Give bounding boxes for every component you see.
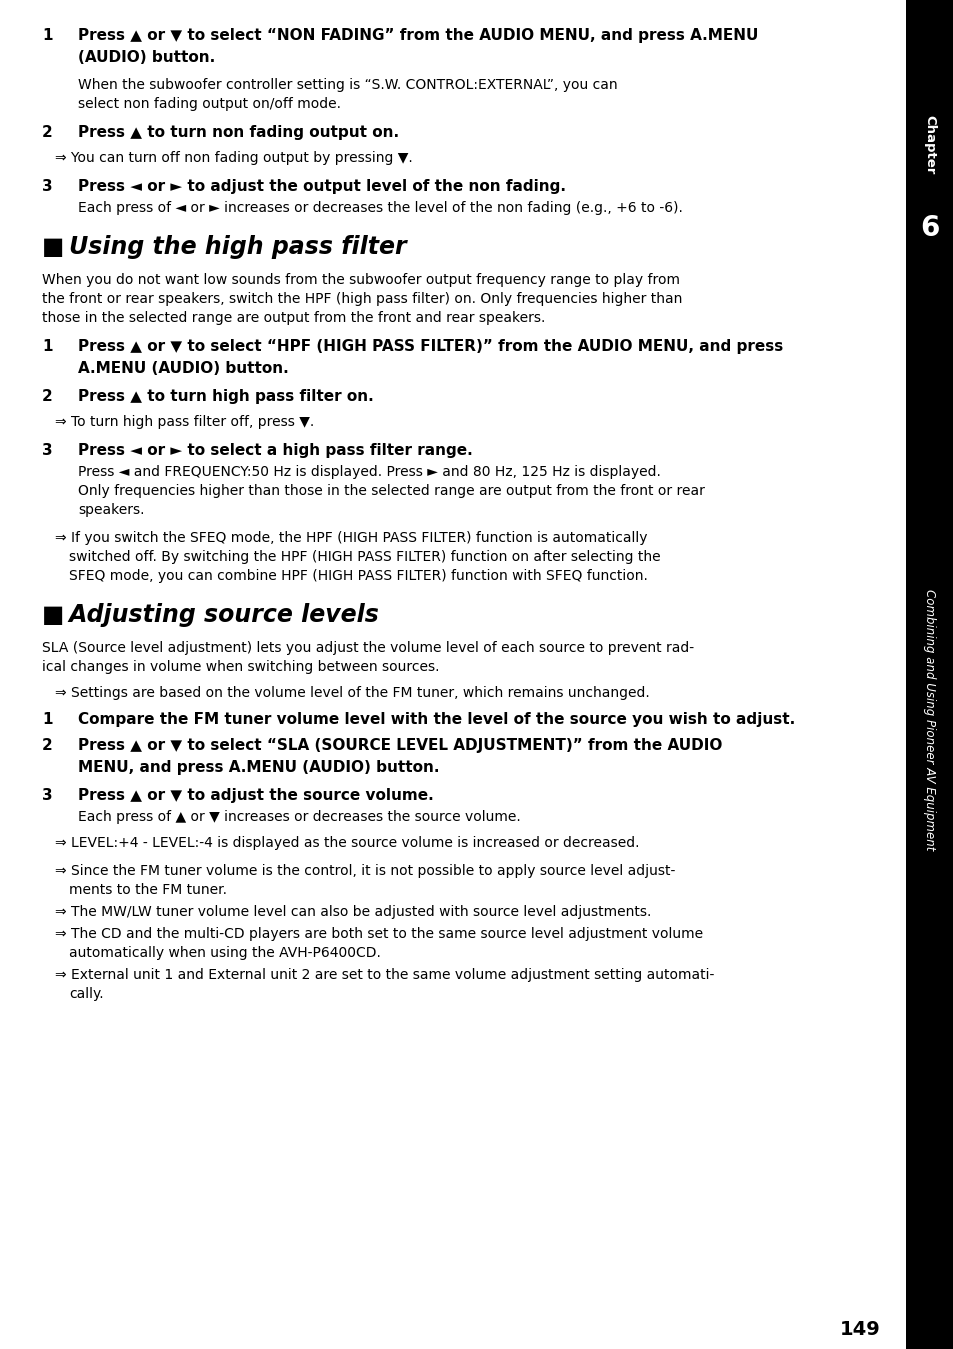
Text: Press ▲ or ▼ to select “NON FADING” from the AUDIO MENU, and press A.MENU: Press ▲ or ▼ to select “NON FADING” from… (78, 28, 758, 43)
Text: Combining and Using Pioneer AV Equipment: Combining and Using Pioneer AV Equipment (923, 590, 936, 851)
Text: 2: 2 (42, 738, 52, 753)
Text: 1: 1 (42, 712, 52, 727)
Text: ⇒ External unit 1 and External unit 2 are set to the same volume adjustment sett: ⇒ External unit 1 and External unit 2 ar… (55, 969, 714, 982)
Text: ments to the FM tuner.: ments to the FM tuner. (69, 884, 227, 897)
Text: SLA (Source level adjustment) lets you adjust the volume level of each source to: SLA (Source level adjustment) lets you a… (42, 641, 694, 656)
Text: (AUDIO) button.: (AUDIO) button. (78, 50, 215, 65)
Text: Press ▲ to turn non fading output on.: Press ▲ to turn non fading output on. (78, 125, 398, 140)
Text: 3: 3 (42, 788, 52, 803)
Text: Each press of ▲ or ▼ increases or decreases the source volume.: Each press of ▲ or ▼ increases or decrea… (78, 809, 520, 824)
Text: 6: 6 (920, 214, 939, 241)
Text: speakers.: speakers. (78, 503, 144, 517)
Text: ⇒ Since the FM tuner volume is the control, it is not possible to apply source l: ⇒ Since the FM tuner volume is the contr… (55, 863, 675, 878)
Text: Only frequencies higher than those in the selected range are output from the fro: Only frequencies higher than those in th… (78, 484, 704, 498)
Text: Press ◄ or ► to select a high pass filter range.: Press ◄ or ► to select a high pass filte… (78, 442, 473, 459)
Text: 1: 1 (42, 28, 52, 43)
Text: those in the selected range are output from the front and rear speakers.: those in the selected range are output f… (42, 312, 545, 325)
Text: 1: 1 (42, 339, 52, 353)
Bar (905, 0, 953, 1349)
Text: ⇒ The CD and the multi-CD players are both set to the same source level adjustme: ⇒ The CD and the multi-CD players are bo… (55, 927, 702, 942)
Text: Each press of ◄ or ► increases or decreases the level of the non fading (e.g., +: Each press of ◄ or ► increases or decrea… (78, 201, 682, 214)
Text: Press ▲ or ▼ to select “SLA (SOURCE LEVEL ADJUSTMENT)” from the AUDIO: Press ▲ or ▼ to select “SLA (SOURCE LEVE… (78, 738, 721, 753)
Text: ⇒ Settings are based on the volume level of the FM tuner, which remains unchange: ⇒ Settings are based on the volume level… (55, 687, 649, 700)
Text: ⇒ You can turn off non fading output by pressing ▼.: ⇒ You can turn off non fading output by … (55, 151, 413, 165)
Text: switched off. By switching the HPF (HIGH PASS FILTER) function on after selectin: switched off. By switching the HPF (HIGH… (69, 550, 659, 564)
Text: Press ◄ and FREQUENCY:50 Hz is displayed. Press ► and 80 Hz, 125 Hz is displayed: Press ◄ and FREQUENCY:50 Hz is displayed… (78, 465, 660, 479)
Text: A.MENU (AUDIO) button.: A.MENU (AUDIO) button. (78, 362, 289, 376)
Text: the front or rear speakers, switch the HPF (high pass filter) on. Only frequenci: the front or rear speakers, switch the H… (42, 291, 681, 306)
Text: automatically when using the AVH-P6400CD.: automatically when using the AVH-P6400CD… (69, 946, 380, 960)
Text: MENU, and press A.MENU (AUDIO) button.: MENU, and press A.MENU (AUDIO) button. (78, 759, 439, 774)
Text: ⇒ LEVEL:+4 - LEVEL:-4 is displayed as the source volume is increased or decrease: ⇒ LEVEL:+4 - LEVEL:-4 is displayed as th… (55, 836, 639, 850)
Text: ■ Adjusting source levels: ■ Adjusting source levels (42, 603, 378, 627)
Text: 3: 3 (42, 179, 52, 194)
Text: When the subwoofer controller setting is “S.W. CONTROL:EXTERNAL”, you can: When the subwoofer controller setting is… (78, 78, 617, 92)
Text: SFEQ mode, you can combine HPF (HIGH PASS FILTER) function with SFEQ function.: SFEQ mode, you can combine HPF (HIGH PAS… (69, 569, 647, 583)
Text: Press ▲ to turn high pass filter on.: Press ▲ to turn high pass filter on. (78, 389, 374, 403)
Text: ical changes in volume when switching between sources.: ical changes in volume when switching be… (42, 660, 439, 674)
Text: Chapter: Chapter (923, 115, 936, 174)
Text: ⇒ To turn high pass filter off, press ▼.: ⇒ To turn high pass filter off, press ▼. (55, 415, 314, 429)
Text: 3: 3 (42, 442, 52, 459)
Text: 149: 149 (839, 1321, 880, 1340)
Text: Press ◄ or ► to adjust the output level of the non fading.: Press ◄ or ► to adjust the output level … (78, 179, 565, 194)
Text: 2: 2 (42, 125, 52, 140)
Text: 2: 2 (42, 389, 52, 403)
Text: Compare the FM tuner volume level with the level of the source you wish to adjus: Compare the FM tuner volume level with t… (78, 712, 795, 727)
Text: ■ Using the high pass filter: ■ Using the high pass filter (42, 235, 406, 259)
Text: cally.: cally. (69, 987, 104, 1001)
Text: Press ▲ or ▼ to adjust the source volume.: Press ▲ or ▼ to adjust the source volume… (78, 788, 434, 803)
Text: Press ▲ or ▼ to select “HPF (HIGH PASS FILTER)” from the AUDIO MENU, and press: Press ▲ or ▼ to select “HPF (HIGH PASS F… (78, 339, 782, 353)
Text: ⇒ The MW/LW tuner volume level can also be adjusted with source level adjustment: ⇒ The MW/LW tuner volume level can also … (55, 905, 651, 919)
Text: ⇒ If you switch the SFEQ mode, the HPF (HIGH PASS FILTER) function is automatica: ⇒ If you switch the SFEQ mode, the HPF (… (55, 532, 647, 545)
Text: When you do not want low sounds from the subwoofer output frequency range to pla: When you do not want low sounds from the… (42, 272, 679, 287)
Text: select non fading output on/off mode.: select non fading output on/off mode. (78, 97, 340, 111)
